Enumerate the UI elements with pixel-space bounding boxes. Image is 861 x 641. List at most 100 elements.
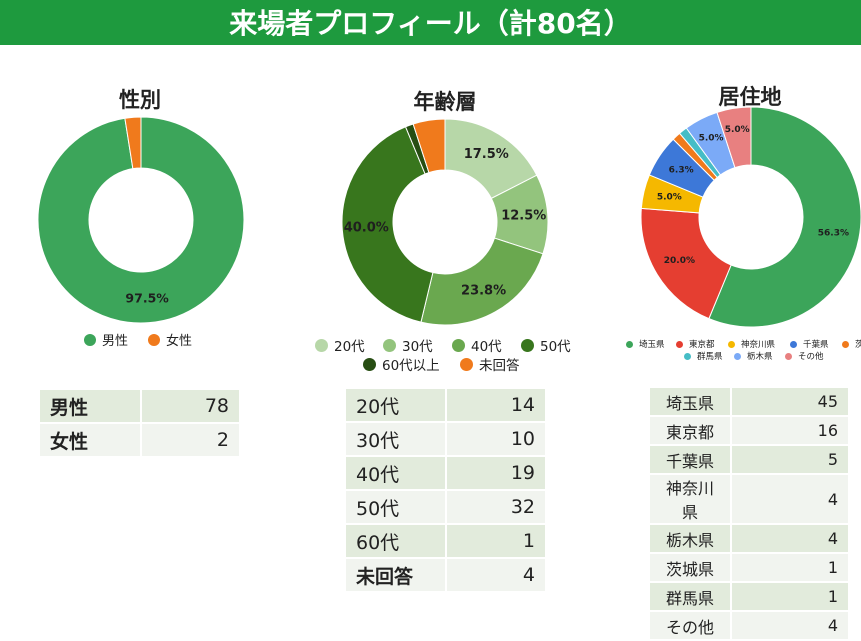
- table-row: 栃木県 4: [650, 524, 848, 554]
- gender-legend-swatch: [84, 333, 96, 346]
- gender-chart-title: 性別: [119, 88, 161, 112]
- residence-table-label: 茨城県: [650, 553, 732, 583]
- gender-legend-item: 女性: [148, 330, 192, 349]
- age-legend-label: 30代: [402, 339, 433, 355]
- residence-legend-item: 茨: [842, 338, 861, 350]
- residence-legend-label: 東京都: [689, 340, 715, 350]
- age-chart-title: 年齢層: [413, 90, 477, 114]
- age-table-value: 32: [446, 490, 545, 525]
- gender-legend-item: 男性: [84, 330, 128, 349]
- residence-table-label: 神奈川県: [650, 474, 732, 525]
- table-row: 30代 10: [346, 422, 545, 457]
- table-row: 東京都 16: [650, 416, 848, 446]
- gender-data-label-0: 97.5%: [125, 290, 169, 305]
- age-table: 20代 14 30代 10 40代 19 50代 32 60代 1 未回答 4: [346, 389, 545, 593]
- age-table-value: 1: [446, 524, 545, 559]
- residence-legend: 埼玉県 東京都 神奈川県 千葉県 茨群馬県 栃木県 その他: [626, 338, 861, 362]
- residence-table-value: 45: [731, 388, 848, 417]
- age-legend-item: 40代: [452, 335, 502, 355]
- gender-legend-label: 男性: [102, 334, 129, 349]
- residence-legend-item: 群馬県: [684, 350, 723, 362]
- table-row: 60代 1: [346, 524, 545, 559]
- residence-legend-item: その他: [785, 350, 824, 362]
- residence-legend-item: 東京都: [676, 338, 715, 350]
- residence-chart-title: 居住地: [718, 85, 782, 109]
- residence-legend-swatch: [790, 340, 797, 348]
- age-legend-swatch: [521, 338, 534, 352]
- gender-table-value: 78: [141, 390, 239, 424]
- residence-legend-swatch: [734, 352, 741, 360]
- gender-donut-chart: 97.5%: [37, 116, 245, 324]
- age-table-value: 19: [446, 456, 545, 491]
- age-legend-label: 未回答: [479, 358, 520, 374]
- residence-table-value: 16: [731, 416, 848, 446]
- residence-table-label: 千葉県: [650, 445, 732, 475]
- residence-data-label-0: 56.3%: [818, 228, 849, 238]
- table-row: 埼玉県 45: [650, 388, 848, 417]
- age-legend-item: 50代: [521, 335, 571, 355]
- residence-table: 埼玉県 45 東京都 16 千葉県 5 神奈川県 4 栃木県 4 茨城県 1 群馬県 1 その他 4: [650, 388, 848, 641]
- page-title: 来場者プロフィール（計80名）: [229, 7, 632, 40]
- table-row: 20代 14: [346, 389, 545, 423]
- table-row: 茨城県 1: [650, 553, 848, 583]
- residence-legend-label: その他: [798, 352, 824, 362]
- gender-legend-swatch: [148, 333, 160, 346]
- residence-slice-1: [640, 207, 732, 320]
- residence-table-label: 埼玉県: [650, 388, 732, 417]
- age-slice-5: [412, 118, 446, 174]
- residence-legend-swatch: [842, 340, 849, 348]
- residence-legend-item: 栃木県: [734, 350, 773, 362]
- age-table-value: 10: [446, 422, 545, 457]
- residence-table-value: 1: [731, 582, 848, 612]
- age-table-label: 20代: [346, 389, 447, 423]
- age-data-label-2: 23.8%: [461, 283, 506, 298]
- residence-legend-label: 栃木県: [747, 352, 773, 362]
- table-row: 男性 78: [40, 390, 239, 424]
- gender-table-label: 男性: [40, 390, 142, 424]
- age-legend-label: 50代: [540, 339, 571, 355]
- gender-table: 男性 78 女性 2: [40, 390, 239, 458]
- residence-table-value: 4: [731, 611, 848, 641]
- residence-data-label-7: 5.0%: [725, 125, 750, 135]
- residence-table-label: 東京都: [650, 416, 732, 446]
- residence-data-label-3: 6.3%: [669, 165, 694, 175]
- age-table-label: 未回答: [346, 558, 447, 593]
- age-table-label: 40代: [346, 456, 447, 491]
- residence-table-value: 1: [731, 553, 848, 583]
- age-table-label: 50代: [346, 490, 447, 525]
- age-legend-item: 30代: [383, 335, 433, 355]
- age-data-label-1: 12.5%: [501, 208, 546, 223]
- residence-slice-0: [708, 106, 861, 328]
- residence-table-label: 栃木県: [650, 524, 732, 554]
- residence-legend-swatch: [684, 352, 691, 360]
- age-legend-swatch: [460, 357, 473, 371]
- table-row: 千葉県 5: [650, 445, 848, 475]
- table-row: 神奈川県 4: [650, 474, 848, 525]
- residence-data-label-6: 5.0%: [699, 134, 724, 144]
- age-legend-item: 20代: [315, 335, 365, 355]
- age-legend-item: 未回答: [460, 354, 520, 374]
- residence-table-value: 5: [731, 445, 848, 475]
- age-table-label: 30代: [346, 422, 447, 457]
- residence-table-value: 4: [731, 474, 848, 525]
- residence-slice-7: [716, 106, 752, 169]
- age-legend-swatch: [383, 338, 396, 352]
- residence-legend-swatch: [728, 340, 735, 348]
- table-row: 女性 2: [40, 423, 239, 458]
- age-legend-swatch: [315, 338, 328, 352]
- table-row: その他 4: [650, 611, 848, 641]
- residence-data-label-1: 20.0%: [664, 256, 695, 266]
- table-row: 群馬県 1: [650, 582, 848, 612]
- age-legend-label: 20代: [334, 339, 365, 355]
- residence-data-label-2: 5.0%: [657, 192, 682, 202]
- residence-legend-item: 千葉県: [790, 338, 829, 350]
- age-data-label-0: 17.5%: [464, 147, 509, 162]
- gender-legend: 男性 女性: [84, 330, 192, 349]
- age-legend: 20代 30代 40代 50代 60代以上 未回答: [315, 335, 571, 374]
- residence-legend-item: 埼玉県: [626, 338, 665, 350]
- age-data-label-3: 40.0%: [344, 221, 389, 236]
- gender-slice-1: [124, 116, 142, 170]
- age-legend-label: 60代以上: [382, 358, 440, 374]
- residence-donut-chart: 56.3%20.0%5.0%6.3%5.0%5.0%: [640, 106, 861, 328]
- residence-table-label: その他: [650, 611, 732, 641]
